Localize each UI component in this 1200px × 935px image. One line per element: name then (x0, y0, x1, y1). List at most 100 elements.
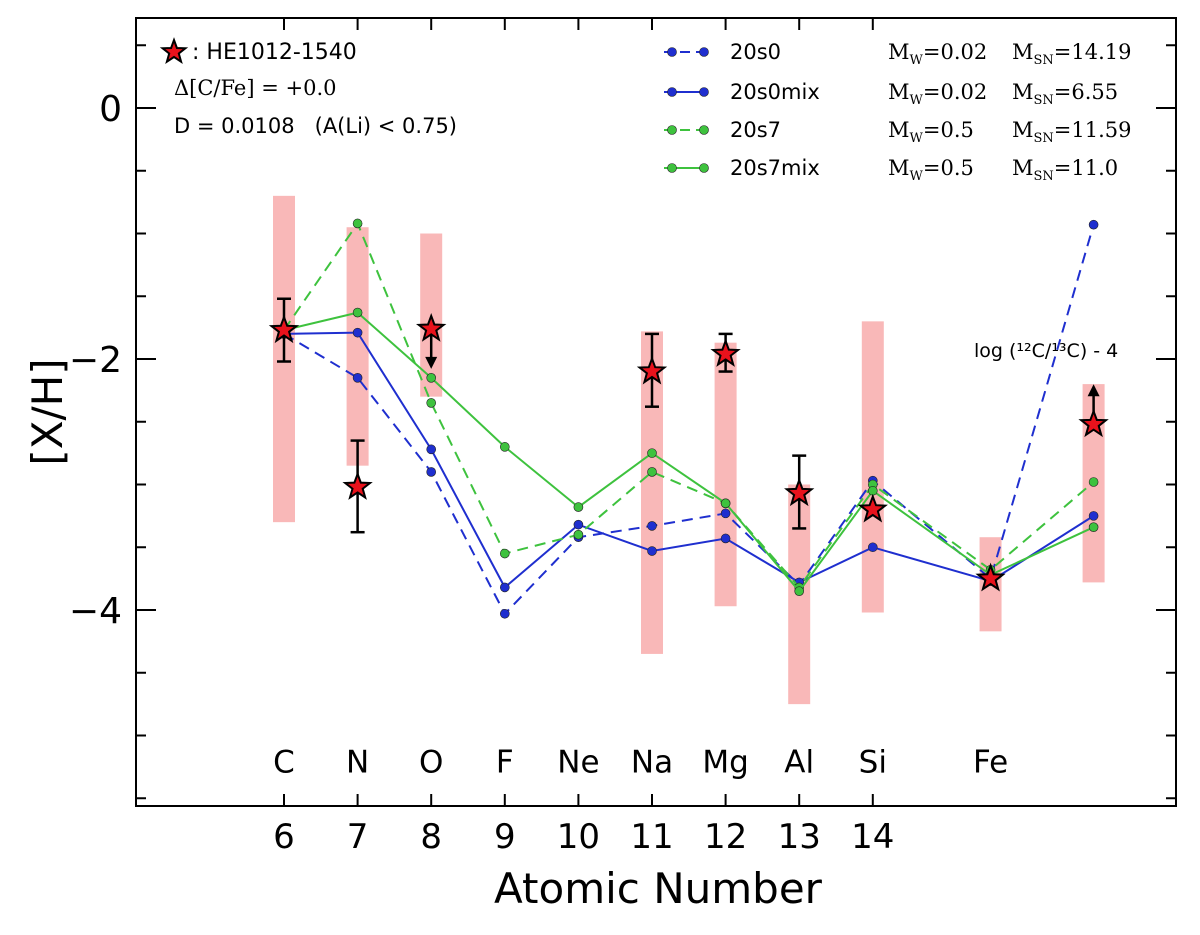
upper-limit-arrow-head (425, 356, 438, 369)
series-point (426, 373, 437, 383)
observation-star (710, 338, 741, 367)
dilution-annotation: D = 0.0108 (A(Li) < 0.75) (174, 114, 457, 138)
legend-marker (667, 47, 677, 57)
series-point (647, 546, 657, 556)
observation-star (784, 477, 815, 507)
series-point (720, 498, 731, 509)
element-label: Al (784, 745, 814, 781)
series-point (426, 398, 437, 408)
series-point (352, 327, 363, 338)
element-label: C (273, 745, 295, 781)
band-bar (714, 342, 737, 607)
element-label: Ne (557, 745, 599, 781)
series-point (499, 582, 510, 593)
series-point (1088, 511, 1099, 521)
element-label: F (496, 745, 514, 781)
observations-layer (268, 297, 1109, 592)
band-bar (641, 331, 663, 654)
legend-marker (667, 163, 677, 173)
series-point (1088, 477, 1099, 487)
legend-series-name: 20s0mix (730, 80, 820, 104)
bands-layer (273, 195, 1105, 705)
x-tick-label: 6 (273, 817, 295, 857)
x-tick-label: 10 (557, 817, 600, 857)
observation-star (857, 493, 888, 523)
x-tick-label: 11 (630, 817, 673, 857)
legend-series-name: 20s0 (730, 40, 781, 64)
series-point (1088, 522, 1099, 532)
series-point (647, 521, 657, 531)
element-label: Mg (702, 745, 748, 781)
series-point (720, 508, 731, 519)
legend-star-label: : HE1012-1540 (192, 40, 357, 65)
series-point (867, 542, 878, 553)
legend-mw-value: MW=0.02 (888, 40, 987, 68)
series-point (1088, 219, 1099, 230)
series-line (283, 331, 1095, 589)
observation-star (416, 313, 447, 342)
series-point (573, 502, 584, 512)
legend-marker (699, 87, 709, 97)
element-label: Fe (973, 745, 1008, 781)
legend-msn-value: MSN=6.55 (1012, 80, 1118, 108)
legend-marker (667, 125, 677, 135)
delta-cfe-annotation: Δ[C/Fe] = +0.0 (174, 76, 336, 100)
observation-star (975, 562, 1006, 592)
series-point (647, 467, 657, 477)
y-tick-label: 0 (99, 89, 122, 130)
series-point (573, 529, 584, 540)
series-point (499, 442, 510, 452)
series-point (647, 448, 657, 458)
legend-msn-value: MSN=14.19 (1012, 40, 1132, 68)
element-label: Na (631, 745, 673, 781)
element-label: O (419, 745, 443, 781)
lower-limit-arrow-head (1087, 384, 1100, 397)
isotope-annotation: log (¹²C/¹³C) - 4 (974, 340, 1118, 362)
band-bar (861, 321, 884, 613)
series-point (794, 586, 805, 596)
x-tick-label: 14 (851, 817, 894, 857)
series-point (352, 307, 363, 318)
series-point (426, 444, 437, 455)
series-layer (279, 218, 1099, 619)
series-point (352, 218, 363, 229)
x-tick-label: 7 (347, 817, 369, 857)
x-tick-label: 13 (778, 817, 821, 857)
series-point (352, 373, 363, 383)
y-tick-label: −2 (69, 340, 122, 381)
legend-mw-value: MW=0.5 (888, 156, 974, 184)
series-line (283, 221, 1095, 590)
x-axis-title: Atomic Number (494, 864, 823, 913)
legend-mw-value: MW=0.5 (888, 118, 974, 146)
x-tick-label: 12 (704, 817, 747, 857)
labels-layer: Atomic Number [X/H] : HE1012-1540 Δ[C/Fe… (23, 37, 1118, 913)
series-line (283, 311, 1095, 593)
series-point (499, 608, 510, 619)
observation-star (342, 471, 373, 500)
x-tick-label: 8 (420, 817, 442, 857)
axes-layer (135, 17, 1177, 807)
legend-msn-value: MSN=11.59 (1012, 118, 1132, 146)
legend-marker (667, 87, 677, 97)
series-point (720, 533, 731, 544)
ticks-layer: 6 7 8 9 10 11 12 13 14 0 −2 −4 (69, 18, 1176, 857)
element-label: Si (859, 745, 887, 781)
legend-star-marker (159, 37, 189, 65)
legend: 20s0 MW=0.02 MSN=14.19 20s0mix MW=0.02 MSN=6.… (664, 40, 1132, 184)
legend-mw-value: MW=0.02 (888, 80, 987, 108)
series-point (426, 467, 437, 477)
band-bar (346, 227, 369, 466)
observation-star (636, 355, 668, 385)
x-tick-label: 9 (494, 817, 516, 857)
legend-marker (699, 163, 709, 173)
legend-series-name: 20s7 (730, 118, 781, 142)
element-label: N (346, 745, 369, 781)
legend-marker (699, 125, 709, 135)
observation-star (1078, 408, 1109, 438)
y-axis-title: [X/H] (23, 358, 72, 465)
series-point (499, 548, 510, 559)
legend-marker (699, 47, 709, 57)
legend-msn-value: MSN=11.0 (1012, 156, 1118, 184)
plot-frame (135, 17, 1177, 807)
